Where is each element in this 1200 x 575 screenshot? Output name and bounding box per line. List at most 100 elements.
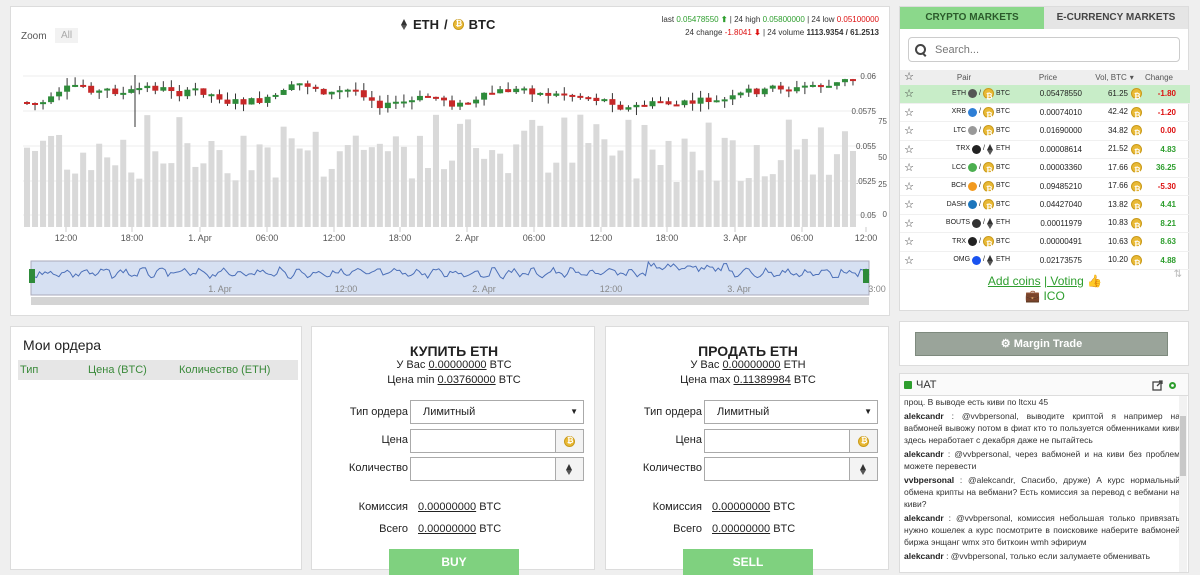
chat-nick[interactable]: alekcandr <box>904 449 944 459</box>
sell-fee-label: Комиссия <box>652 501 702 513</box>
chat-nick[interactable]: alekcandr <box>904 551 944 561</box>
candle-body <box>240 99 247 105</box>
market-row[interactable]: ☆ DASH / BTC 0.04427040 13.82 4.41 <box>900 196 1190 218</box>
market-volume: 13.82 <box>1087 196 1142 218</box>
pair-quote: ETH <box>996 219 1010 226</box>
sell-max-price-value[interactable]: 0.11389984 <box>733 374 791 386</box>
col-order-type[interactable]: Тип <box>20 364 39 376</box>
chat-text: : @vvbpersonal, через вабмоней и на киви… <box>904 449 1180 471</box>
volume-bar <box>352 135 359 227</box>
market-search[interactable] <box>908 37 1180 62</box>
favorite-star-icon[interactable]: ☆ <box>904 162 914 174</box>
market-row[interactable]: ☆ BOUTS / ETH 0.00011979 10.83 8.21 <box>900 215 1190 236</box>
ico-row[interactable]: 💼 ICO <box>900 289 1190 303</box>
market-change: 4.88 <box>1160 255 1176 265</box>
voting-link[interactable]: | Voting <box>1043 274 1084 288</box>
buy-button[interactable]: BUY <box>389 549 519 575</box>
chat-messages[interactable]: проц. В выводе есть киви по ltcxu 45 alek… <box>900 396 1188 572</box>
candle-body <box>649 101 656 107</box>
chat-nick[interactable]: alekcandr <box>904 513 944 523</box>
search-icon <box>915 43 927 56</box>
settings-gear-icon[interactable] <box>1167 380 1178 391</box>
chat-nick[interactable]: alekcandr <box>904 411 944 421</box>
market-volume: 10.83 <box>1087 215 1142 236</box>
ico-link[interactable]: ICO <box>1043 289 1065 303</box>
volume-bar <box>561 117 568 227</box>
col-price[interactable]: Price <box>1038 73 1058 82</box>
favorite-star-icon[interactable]: ☆ <box>904 125 914 137</box>
price-tick-label: 0.0525 <box>852 177 877 186</box>
sell-balance-value[interactable]: 0.00000000 <box>722 359 781 371</box>
buy-balance-value[interactable]: 0.00000000 <box>428 359 487 371</box>
briefcase-icon: 💼 <box>1025 289 1041 303</box>
margin-trade-button[interactable]: ⚙ Margin Trade <box>915 332 1168 356</box>
favorite-star-icon[interactable]: ☆ <box>904 217 914 230</box>
candle-body <box>400 101 407 104</box>
pair-quote: BTC <box>996 182 1010 189</box>
market-row[interactable]: ☆ OMG / ETH 0.02173575 10.20 4.88 <box>900 252 1190 273</box>
volume-bar <box>729 140 736 227</box>
sort-icon[interactable]: ⇅ <box>1173 269 1182 280</box>
volume-bar <box>200 163 207 227</box>
sell-price-input[interactable] <box>704 429 878 453</box>
col-pair[interactable]: Pair <box>956 73 972 82</box>
buy-order-type-select[interactable]: Лимитный <box>410 400 584 424</box>
chat-nick[interactable]: vvbpersonal <box>904 475 955 485</box>
candle-body <box>160 87 167 91</box>
volume-bar <box>481 158 488 227</box>
candle-body <box>248 98 255 105</box>
star-icon[interactable]: ☆ <box>904 71 914 83</box>
col-order-qty[interactable]: Количество (ETH) <box>179 364 271 376</box>
volume-bar <box>457 123 464 227</box>
volume-bar <box>376 143 383 227</box>
volume-label: | 24 volume <box>763 28 805 37</box>
market-change: 8.21 <box>1160 218 1176 228</box>
chat-text: : @vvbpersonal, комиссия небольшая тольк… <box>904 513 1180 547</box>
candle-body <box>625 107 632 110</box>
high-price: 0.05800000 <box>762 15 805 24</box>
add-coins-link[interactable]: Add coins <box>987 274 1041 288</box>
pair-slash: / <box>979 126 981 134</box>
tab-ecurrency-markets[interactable]: E-CURRENCY MARKETS <box>1044 7 1188 29</box>
tab-crypto-markets[interactable]: CRYPTO MARKETS <box>900 7 1044 29</box>
pair-base: LCC <box>952 163 967 171</box>
volume-bar <box>224 173 231 227</box>
col-vol[interactable]: Vol, BTC ▾ <box>1087 70 1142 85</box>
sell-order-type-select[interactable]: Лимитный <box>704 400 878 424</box>
col-order-price[interactable]: Цена (BTC) <box>88 364 147 376</box>
chat-scrollbar[interactable] <box>1179 396 1187 572</box>
buy-qty-input[interactable] <box>410 457 584 481</box>
market-row[interactable]: ☆ ETH / BTC 0.05478550 61.25 -1.80 <box>900 85 1190 107</box>
favorite-star-icon[interactable]: ☆ <box>904 180 914 193</box>
volume-bar <box>801 138 808 227</box>
market-row[interactable]: ☆ LTC / BTC 0.01690000 34.82 0.00 <box>900 122 1190 144</box>
market-row[interactable]: ☆ BCH / BTC 0.09485210 17.66 -5.30 <box>900 178 1190 199</box>
zoom-all-button[interactable]: All <box>55 28 79 43</box>
buy-min-price-value[interactable]: 0.03760000 <box>437 374 496 386</box>
market-change: 4.41 <box>1160 200 1176 209</box>
volume-bar <box>473 148 480 227</box>
favorite-star-icon[interactable]: ☆ <box>904 236 914 248</box>
search-input[interactable] <box>935 43 1155 56</box>
favorite-star-icon[interactable]: ☆ <box>904 88 914 100</box>
candle-body <box>769 85 776 89</box>
buy-price-input[interactable] <box>410 429 584 453</box>
favorite-star-icon[interactable]: ☆ <box>904 199 914 211</box>
sell-qty-input[interactable] <box>704 457 878 481</box>
market-volume: 21.52 <box>1087 141 1142 162</box>
favorite-star-icon[interactable]: ☆ <box>904 106 914 119</box>
external-link-icon[interactable] <box>1152 380 1163 391</box>
favorite-star-icon[interactable]: ☆ <box>904 254 914 267</box>
market-row[interactable]: ☆ LCC / BTC 0.00003360 17.66 36.25 <box>900 159 1190 181</box>
pair-slash: / <box>979 163 981 171</box>
market-pair: ETH / BTC <box>918 85 1014 107</box>
volume-bar <box>272 177 279 227</box>
market-row[interactable]: ☆ TRX / BTC 0.00000491 10.63 8.63 <box>900 233 1190 255</box>
market-row[interactable]: ☆ TRX / ETH 0.00008614 21.52 4.83 <box>900 141 1190 162</box>
col-change[interactable]: Change <box>1144 73 1174 82</box>
market-row[interactable]: ☆ XRB / BTC 0.00074010 42.42 -1.20 <box>900 104 1190 125</box>
navigator-tick-label: 3:00 <box>868 284 886 294</box>
sell-button[interactable]: SELL <box>683 549 813 575</box>
favorite-star-icon[interactable]: ☆ <box>904 143 914 156</box>
